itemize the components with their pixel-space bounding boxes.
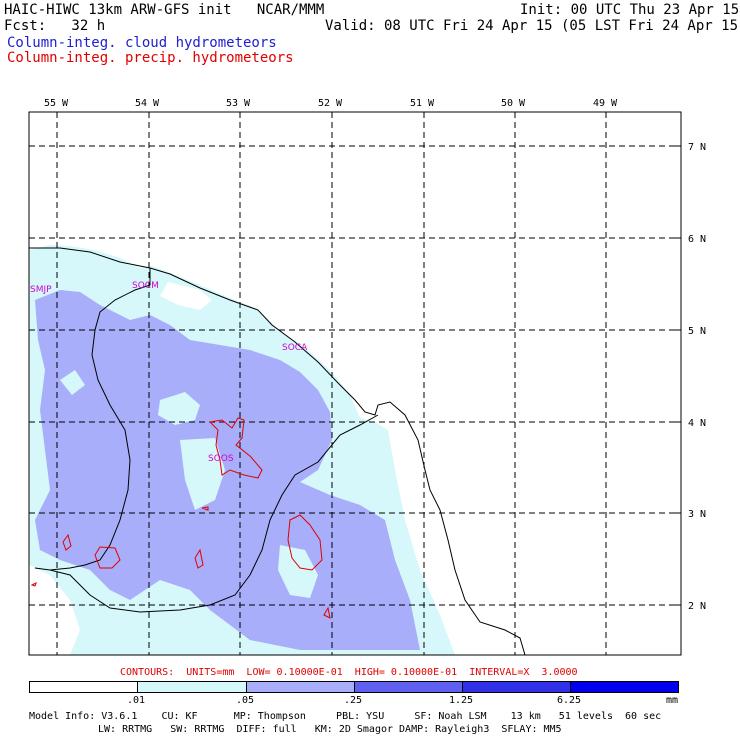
colorbar-cell-mid (247, 681, 355, 693)
contours-info: CONTOURS: UNITS=mm LOW= 0.10000E-01 HIGH… (120, 667, 578, 678)
light-hole (158, 392, 200, 425)
lon-label: 53 W (226, 98, 251, 109)
lat-lon-grid (29, 112, 681, 655)
plot-title: HAIC-HIWC 13km ARW-GFS init NCAR/MMM (4, 2, 325, 18)
lat-labels: 7 N 6 N 5 N 4 N 3 N 2 N (688, 142, 706, 612)
init-time: Init: 00 UTC Thu 23 Apr 15 (520, 2, 740, 18)
light-hole (60, 370, 85, 395)
colorbar-tick: .05 (236, 695, 255, 706)
colorbar-tick: 1.25 (449, 695, 474, 706)
lat-label: 7 N (688, 142, 706, 153)
axis-ticks (56, 112, 681, 606)
colorbar (29, 681, 679, 693)
colorbar-tick: 6.25 (557, 695, 582, 706)
lon-label: 49 W (593, 98, 618, 109)
lat-label: 6 N (688, 234, 706, 245)
white-patch (160, 282, 212, 310)
lon-label: 51 W (410, 98, 435, 109)
map-frame (28, 111, 682, 656)
colorbar-cell-light (138, 681, 247, 693)
station-label-smjp: SMJP (30, 285, 52, 295)
lat-label: 5 N (688, 326, 706, 337)
light-hole (180, 438, 225, 510)
valid-time: Valid: 08 UTC Fri 24 Apr 15 (05 LST Fri … (325, 18, 740, 34)
station-label-soca: SOCA (282, 343, 308, 353)
precip-contours (30, 417, 331, 619)
lon-label: 54 W (135, 98, 160, 109)
model-info-line1: Model Info: V3.6.1 CU: KF MP: Thompson P… (29, 711, 662, 722)
white-patch (29, 565, 80, 655)
lon-labels: 55 W 54 W 53 W 52 W 51 W 50 W 49 W (44, 98, 618, 109)
colorbar-cell-dark (355, 681, 463, 693)
lon-label: 50 W (501, 98, 526, 109)
shade-mid-region (35, 290, 420, 650)
colorbar-cell-darkest (571, 681, 679, 693)
lon-label: 55 W (44, 98, 69, 109)
lat-label: 3 N (688, 509, 706, 520)
field-label-precip: Column-integ. precip. hydrometeors (7, 50, 294, 66)
colorbar-units: mm (666, 695, 679, 706)
border-line (34, 268, 151, 571)
colorbar-cell-darker (463, 681, 571, 693)
border-line (49, 414, 379, 613)
forecast-hour: Fcst: 32 h (4, 18, 106, 34)
station-label-soos: SOOS (208, 454, 234, 464)
lat-label: 2 N (688, 601, 706, 612)
field-label-cloud: Column-integ. cloud hydrometeors (7, 35, 277, 51)
light-hole (278, 545, 318, 598)
lat-label: 4 N (688, 418, 706, 429)
model-info-line2: LW: RRTMG SW: RRTMG DIFF: full KM: 2D Sm… (98, 724, 562, 735)
station-label-socm: SOCM (132, 281, 159, 291)
colorbar-tick: .01 (127, 695, 146, 706)
colorbar-tick: .25 (344, 695, 363, 706)
coastline (29, 247, 526, 655)
lon-label: 52 W (318, 98, 343, 109)
colorbar-cell-white (29, 681, 138, 693)
station-labels: SMJP SOCM SOCA SOOS (30, 281, 308, 464)
